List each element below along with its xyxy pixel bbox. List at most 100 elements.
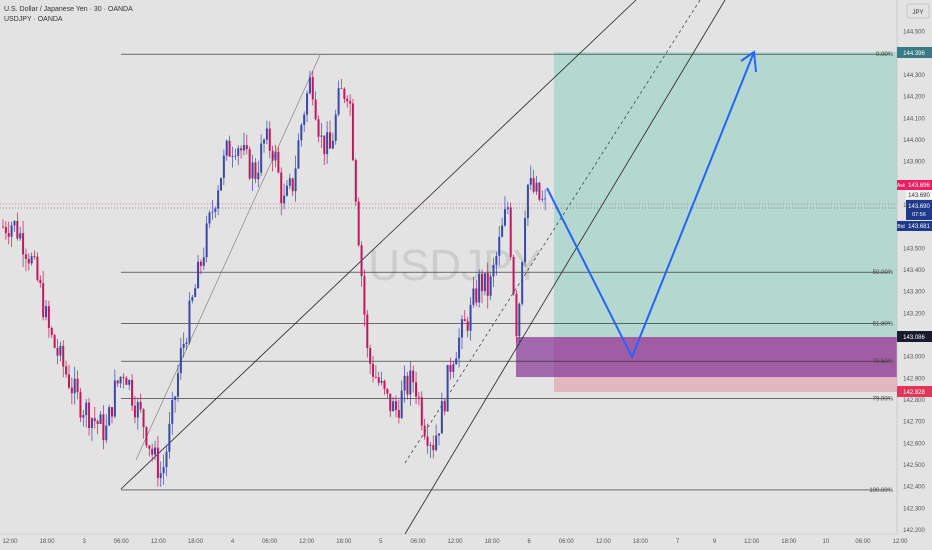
time-tick-label: 06:00 [114, 539, 130, 545]
candle-body [76, 378, 79, 393]
candle-body [248, 149, 251, 179]
candle-body [383, 380, 386, 390]
currency-badge[interactable] [906, 3, 930, 19]
candle-body [544, 198, 547, 200]
candle-body [478, 273, 481, 303]
candle-body [13, 221, 16, 226]
candle-body [151, 448, 154, 455]
candle-body [113, 380, 116, 417]
fib-level-label: 100.00% [869, 488, 893, 494]
candle-body [515, 293, 518, 337]
candle-body [131, 380, 134, 406]
candle-body [128, 380, 131, 385]
candle-body [202, 257, 205, 266]
candle-body [524, 218, 527, 263]
candle-body [377, 377, 380, 383]
candle-body [538, 182, 541, 200]
target-price-text: 144.396 [903, 51, 925, 57]
candle-body [45, 306, 48, 318]
bid-label-text: Bid [897, 224, 904, 230]
candle-body [211, 211, 214, 213]
candle-body [42, 283, 45, 318]
time-tick-label: 18:00 [336, 539, 352, 545]
price-tick-label: 143.400 [903, 268, 925, 274]
candle-body [133, 405, 136, 418]
candle-body [518, 303, 521, 337]
candle-body [423, 425, 426, 437]
candle-body [288, 178, 291, 186]
candle-body [234, 155, 237, 157]
price-tick-label: 144.100 [903, 116, 925, 122]
candle-body [194, 288, 197, 297]
candle-body [145, 427, 148, 446]
channel-median-line[interactable] [404, 0, 701, 464]
time-tick-label: 06:00 [410, 539, 426, 545]
candle-body [24, 254, 27, 259]
candle-body [311, 77, 314, 100]
candle-body [162, 467, 165, 474]
candle-body [47, 306, 50, 328]
candle-body [102, 414, 105, 441]
ask-price-text: 143.696 [908, 183, 930, 189]
price-tick-label: 142.500 [903, 463, 925, 469]
time-tick-label: 12:00 [744, 539, 760, 545]
candle-body [191, 296, 194, 301]
candle-body [257, 172, 260, 180]
candle-body [240, 148, 243, 151]
entry-price-tag [897, 331, 932, 342]
candle-body [475, 288, 478, 303]
price-tick-label: 144.500 [903, 30, 925, 36]
time-axis-ticks[interactable]: 12:00 18:00 3 06:00 12:00 18:00 4 06:00 12:00 18:… [2, 539, 908, 545]
channel-lower-line[interactable] [404, 0, 726, 535]
time-tick-label: 06:00 [855, 539, 871, 545]
candle-body [33, 256, 36, 257]
candle-body [165, 451, 168, 468]
candle-body [535, 182, 538, 192]
candle-body [489, 276, 492, 296]
time-tick-label: 12:00 [596, 539, 612, 545]
parallel-channel[interactable] [120, 0, 726, 535]
candle-body [265, 128, 268, 140]
candle-body [412, 370, 415, 383]
entry-zone[interactable] [516, 337, 898, 377]
channel-upper-line[interactable] [120, 0, 637, 490]
trend-line[interactable] [135, 54, 321, 461]
current-price-tag [906, 200, 932, 220]
candle-body [108, 407, 111, 426]
candle-body [363, 276, 366, 315]
candle-body [197, 261, 200, 289]
fib-retracement[interactable]: 0.00% 50.00% 61.80% 70.50% 79.00% 100.00% [121, 52, 894, 494]
candle-body [351, 103, 354, 161]
candle-body [492, 264, 495, 277]
candle-body [199, 261, 202, 266]
candle-body [116, 380, 119, 384]
candle-body [27, 258, 30, 264]
candle-body [185, 342, 188, 344]
bid-price-tag [906, 221, 932, 231]
candle-body [529, 178, 532, 185]
candle-body [403, 375, 406, 391]
candle-body [394, 401, 397, 411]
candle-body [397, 410, 400, 418]
time-tick-label: 12:00 [151, 539, 167, 545]
candle-body [486, 273, 489, 296]
price-tick-label: 142.600 [903, 441, 925, 447]
projection-path[interactable] [546, 51, 755, 360]
candle-body [174, 396, 177, 400]
price-axis[interactable] [897, 0, 932, 550]
profit-zone[interactable] [554, 52, 898, 337]
candle-body [251, 162, 254, 179]
candle-body [208, 212, 211, 224]
candle-body [483, 273, 486, 292]
candle-body [417, 396, 420, 398]
candle-body [110, 407, 114, 417]
projection-arrowhead [740, 50, 757, 73]
candle-body [440, 401, 443, 434]
candle-body [294, 168, 297, 192]
candle-body [392, 401, 395, 412]
price-tick-label: 142.800 [903, 398, 925, 404]
candle-body [16, 221, 19, 239]
price-tick-label: 144.300 [903, 73, 925, 79]
candle-body [96, 421, 99, 424]
